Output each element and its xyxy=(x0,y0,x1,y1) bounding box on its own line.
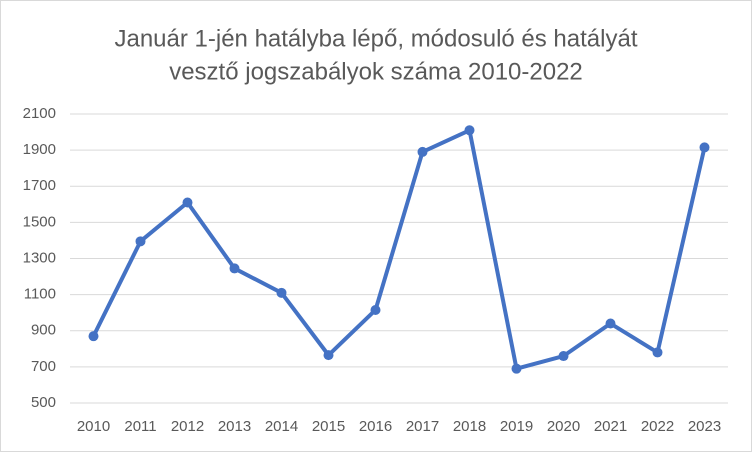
y-tick-label: 1100 xyxy=(24,286,56,303)
data-point xyxy=(370,304,381,315)
data-point xyxy=(229,263,240,274)
x-tick-label: 2019 xyxy=(500,418,533,435)
x-tick-label: 2022 xyxy=(641,418,674,435)
x-tick-label: 2012 xyxy=(171,418,204,435)
x-tick-label: 2010 xyxy=(77,418,110,435)
x-tick-label: 2016 xyxy=(359,418,392,435)
x-tick-label: 2020 xyxy=(547,418,580,435)
data-point xyxy=(276,287,287,298)
y-tick-label: 1300 xyxy=(23,249,56,266)
x-tick-label: 2011 xyxy=(124,418,156,435)
data-point xyxy=(417,146,428,157)
x-tick-label: 2013 xyxy=(218,418,251,435)
y-tick-label: 500 xyxy=(31,394,56,411)
y-tick-label: 1700 xyxy=(23,177,56,194)
data-point xyxy=(558,351,569,362)
x-tick-label: 2021 xyxy=(594,418,627,435)
x-tick-label: 2023 xyxy=(688,418,721,435)
data-point xyxy=(511,363,522,374)
y-tick-label: 700 xyxy=(31,358,56,375)
y-tick-label: 1900 xyxy=(23,141,56,158)
x-tick-label: 2018 xyxy=(453,418,486,435)
data-point xyxy=(323,350,334,361)
data-point xyxy=(182,197,193,208)
x-tick-label: 2014 xyxy=(265,418,298,435)
y-tick-label: 2100 xyxy=(23,105,56,122)
data-point xyxy=(699,142,710,153)
data-point xyxy=(652,347,663,358)
y-tick-label: 1500 xyxy=(23,213,56,230)
y-tick-label: 900 xyxy=(31,322,56,339)
data-point xyxy=(88,331,99,342)
x-tick-label: 2017 xyxy=(406,418,439,435)
data-point xyxy=(135,236,146,247)
chart-title: Január 1-jén hatályba lépő, módosuló és … xyxy=(114,25,637,52)
chart-title: vesztő jogszabályok száma 2010-2022 xyxy=(169,58,583,85)
x-tick-label: 2015 xyxy=(312,418,345,435)
data-point xyxy=(605,318,616,329)
data-line xyxy=(91,128,707,371)
data-point xyxy=(464,125,475,136)
